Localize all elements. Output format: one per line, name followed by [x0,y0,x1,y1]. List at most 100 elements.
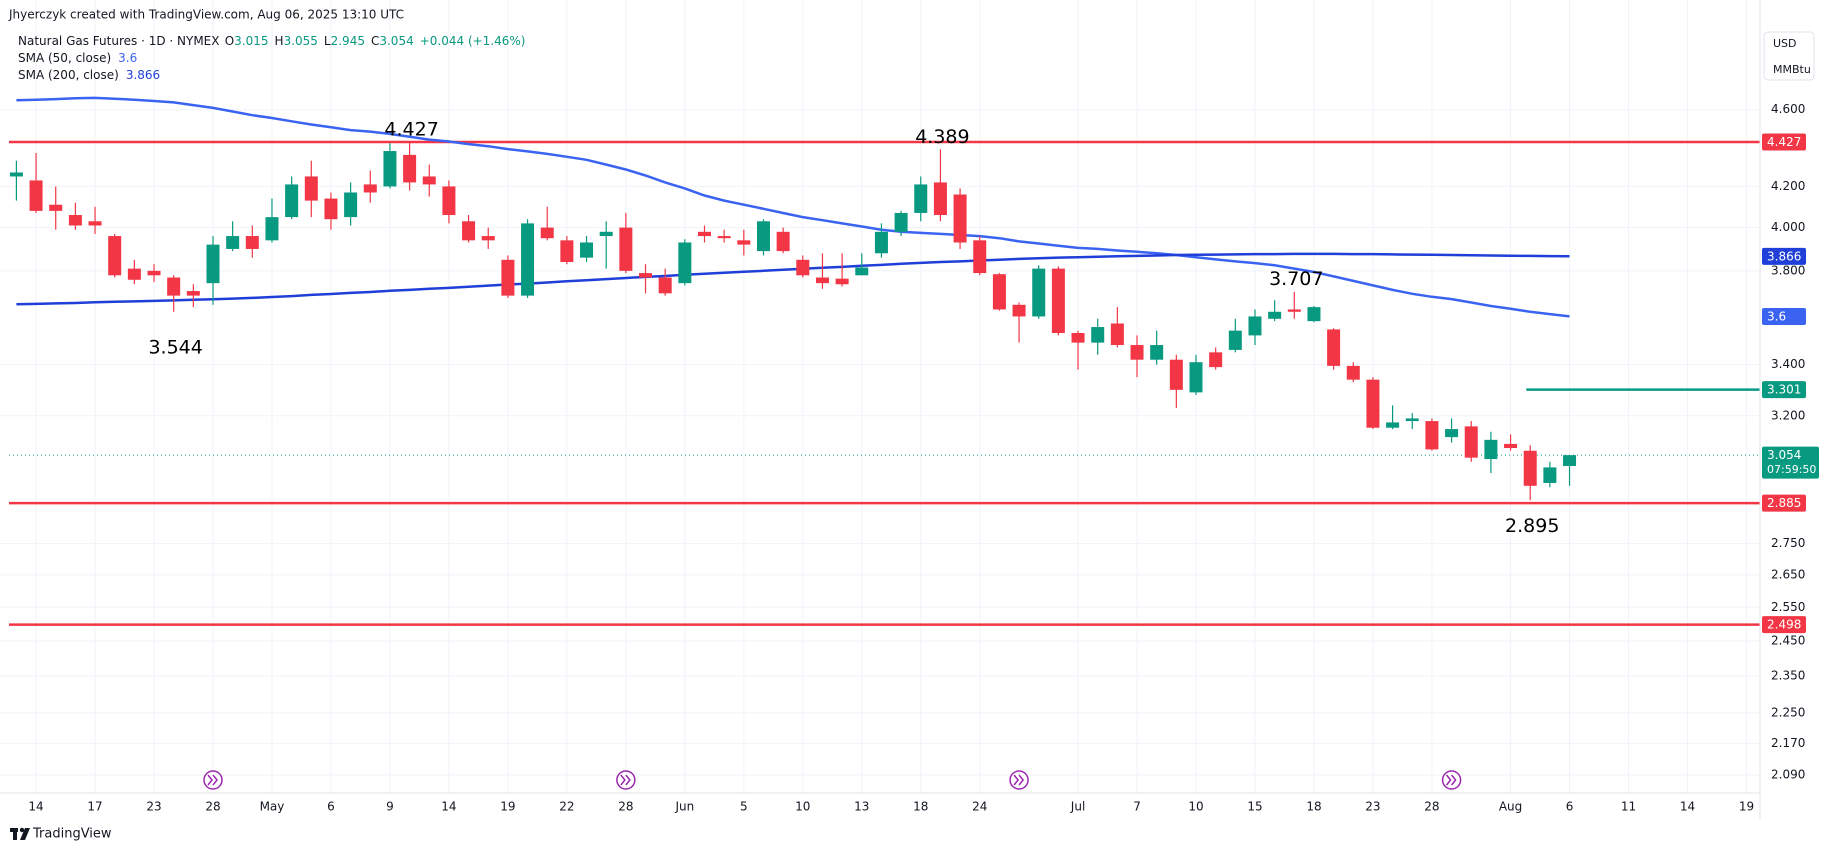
candle-body [226,236,240,249]
candle-body [737,240,751,245]
x-tick-label: 9 [386,800,394,814]
legend-name: SMA (50, close) [18,51,111,65]
x-tick-label: Jul [1070,800,1085,814]
candle-body [756,221,770,252]
x-tick-label: 5 [740,800,748,814]
candle-body [1464,426,1478,458]
price-tag: 3.054 [1767,448,1801,462]
candle-body [167,277,181,296]
annotation: 4.389 [915,126,969,148]
candle-body [1032,268,1046,317]
candle-body [855,267,869,276]
candle-body [776,231,790,252]
y-tick-label: 4.200 [1771,179,1805,193]
legend-value: 3.866 [126,68,160,82]
candle-body [835,278,849,285]
sma-tag-bg [1762,307,1806,325]
candle-body [953,194,967,243]
candle-body [717,236,731,239]
x-tick-label: 23 [1365,800,1380,814]
legend-main: Natural Gas Futures · 1D · NYMEX O3.015 H3… [18,34,525,48]
event-circle [1441,770,1462,790]
legend-name: SMA (200, close) [18,68,119,82]
candle-body [933,182,947,216]
y-tick-label: 4.600 [1771,102,1805,116]
x-tick-label: 19 [1739,800,1754,814]
candle-body [1051,268,1065,334]
ohlc-value: 3.055 [284,34,318,48]
sma-tag-bg [1762,247,1806,265]
y-tick-label: 2.170 [1771,736,1805,750]
x-tick-label: 24 [972,800,987,814]
unit: MMBtu [1773,63,1811,76]
currency: USD [1773,37,1797,50]
candle-body [1307,307,1321,322]
candle-body [1484,439,1498,460]
event-circle [203,770,223,790]
y-tick-label: 2.550 [1771,600,1805,614]
candle-body [1091,327,1105,343]
candle-body [1130,345,1144,360]
candle-body [874,231,888,254]
sma-tag: 3.866 [1767,249,1801,263]
candle-body [639,273,653,278]
candle-body [1366,379,1380,428]
y-tick-label: 2.250 [1771,705,1805,719]
candle-body [1189,362,1203,393]
candle-body [698,231,711,237]
ohlc-letter: H [275,34,284,48]
grid [0,0,1760,793]
candle-body [540,227,554,239]
y-tick-label: 2.750 [1771,536,1805,550]
candle-body [9,172,23,177]
candle-body [127,268,141,280]
change: +0.044 (+1.46%) [420,34,526,48]
y-tick-label: 2.350 [1771,669,1805,683]
x-tick-label: 14 [441,800,456,814]
legend-sma50: SMA (50, close) 3.6 [18,51,137,65]
level-tag-bg [1762,133,1806,151]
candle-body [815,277,829,284]
event-icon [1441,770,1462,790]
candle-body [973,240,987,274]
candle-body [521,223,535,296]
candle-body [304,176,318,201]
candle-body [285,184,299,218]
y-tick-label: 2.090 [1771,768,1805,782]
candle-body [580,242,594,258]
candle-body [678,242,692,284]
level-tag-bg [1762,494,1806,512]
symbol-title: Natural Gas Futures · 1D · NYMEX [18,34,219,48]
x-tick-label: 10 [1188,800,1203,814]
candle-body [403,154,417,183]
x-tick-label: Jun [674,800,694,814]
candle-body [1425,421,1439,450]
candle-body [344,192,358,218]
legend-sma200: SMA (200, close) 3.866 [18,68,160,82]
x-tick-label: 18 [1306,800,1321,814]
candle-body [796,259,810,276]
candles [9,142,1577,501]
indicators [16,96,1570,318]
sma-tag: 3.6 [1767,309,1786,323]
candle-body [560,240,574,263]
ohlc-value: 3.054 [379,34,413,48]
unit-box [1763,31,1815,81]
level-tag: 2.885 [1767,496,1801,510]
y-tick-label: 3.200 [1771,408,1805,422]
candle-body [1110,323,1124,346]
x-tick-label: 11 [1621,800,1636,814]
ohlc-letter: L [324,34,331,48]
candle-body [206,244,220,284]
candle-body [442,186,456,216]
x-tick-label: 13 [854,800,869,814]
event-glyph [1013,774,1025,786]
y-tick-label: 2.450 [1771,634,1805,648]
y-tick-label: 4.000 [1771,220,1805,234]
y-tick-label: 3.800 [1771,263,1805,277]
candle-body [1386,422,1400,428]
candle-body [619,227,633,271]
event-icon [616,770,636,790]
brand: TradingView [32,827,112,842]
